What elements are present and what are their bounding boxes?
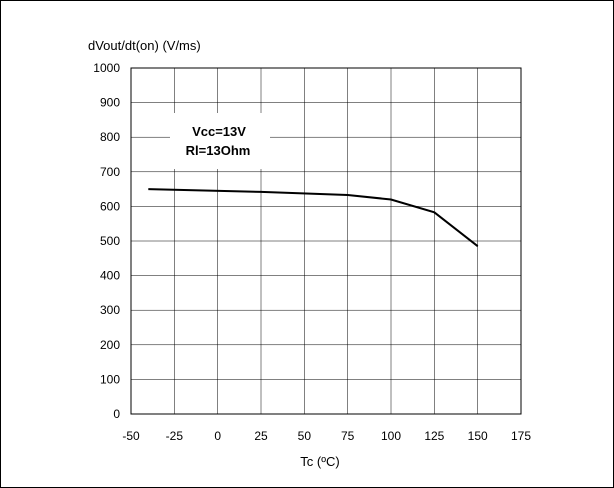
y-tick-label: 500 (100, 234, 120, 248)
x-tick-label: 75 (341, 429, 355, 443)
y-tick-label: 900 (100, 96, 120, 110)
y-tick-label: 400 (100, 269, 120, 283)
series-line-0 (148, 188, 479, 247)
y-tick-label: 700 (100, 165, 120, 179)
x-tick-label: -50 (122, 429, 140, 443)
y-tick-label: 600 (100, 199, 120, 213)
annotation-line-vcc: Vcc=13V (192, 124, 246, 139)
x-tick-label: 25 (254, 429, 268, 443)
x-tick-label: 100 (381, 429, 401, 443)
x-tick-label: 175 (511, 429, 531, 443)
y-tick-label: 1000 (93, 61, 120, 75)
annotation-box: Vcc=13V Rl=13Ohm (170, 113, 270, 169)
x-tick-label: 125 (424, 429, 444, 443)
x-tick-label: 50 (298, 429, 312, 443)
x-tick-label: 150 (468, 429, 488, 443)
x-axis-title: Tc (ºC) (300, 454, 339, 469)
y-axis-title: dVout/dt(on) (V/ms) (88, 38, 201, 53)
x-tick-label: 0 (214, 429, 221, 443)
y-tick-label: 0 (113, 407, 120, 421)
tick-labels: -50 -25 0 25 50 75 100 125 150 175 0 100 200 300 400 50… (93, 61, 531, 443)
y-tick-label: 300 (100, 303, 120, 317)
y-tick-label: 200 (100, 338, 120, 352)
annotation-line-rl: Rl=13Ohm (186, 143, 251, 158)
annotation-background (170, 113, 270, 169)
plot-area (148, 188, 479, 247)
y-tick-label: 100 (100, 372, 120, 386)
x-tick-label: -25 (166, 429, 184, 443)
y-tick-label: 800 (100, 130, 120, 144)
